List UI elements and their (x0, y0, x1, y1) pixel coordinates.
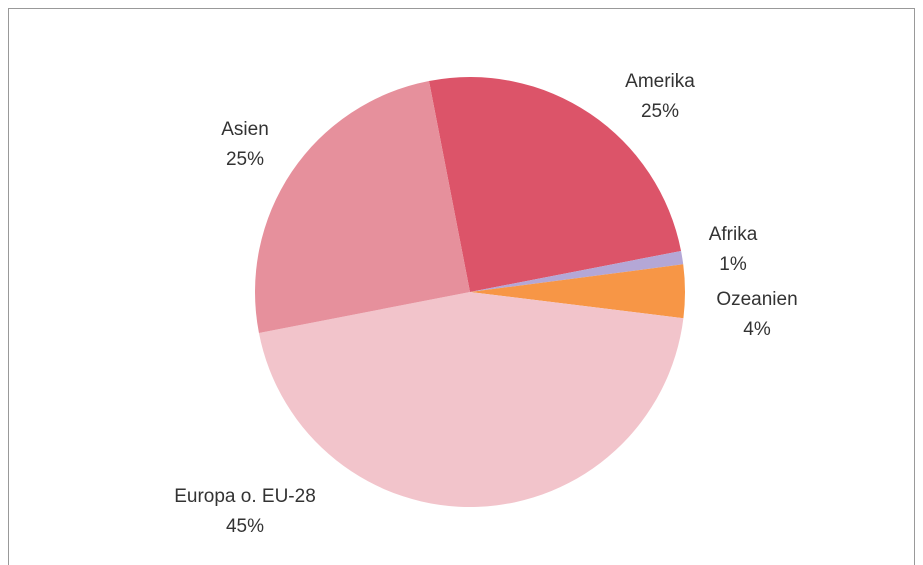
slice-label: Ozeanien (716, 289, 797, 310)
pie-slice (255, 80, 470, 334)
slice-value-label: 1% (719, 254, 747, 275)
slice-value-label: 45% (226, 516, 264, 537)
slice-label: Afrika (709, 224, 758, 245)
slice-label: Europa o. EU-28 (174, 486, 316, 507)
pie-slice (258, 292, 684, 507)
slice-label: Asien (221, 119, 269, 140)
slice-value-label: 25% (226, 149, 264, 170)
pie-slice (470, 264, 685, 319)
slice-value-label: 25% (641, 101, 679, 122)
slice-label: Amerika (625, 71, 695, 92)
slice-value-label: 4% (743, 319, 771, 340)
pie-slice (428, 77, 682, 293)
pie-slice (470, 250, 684, 292)
